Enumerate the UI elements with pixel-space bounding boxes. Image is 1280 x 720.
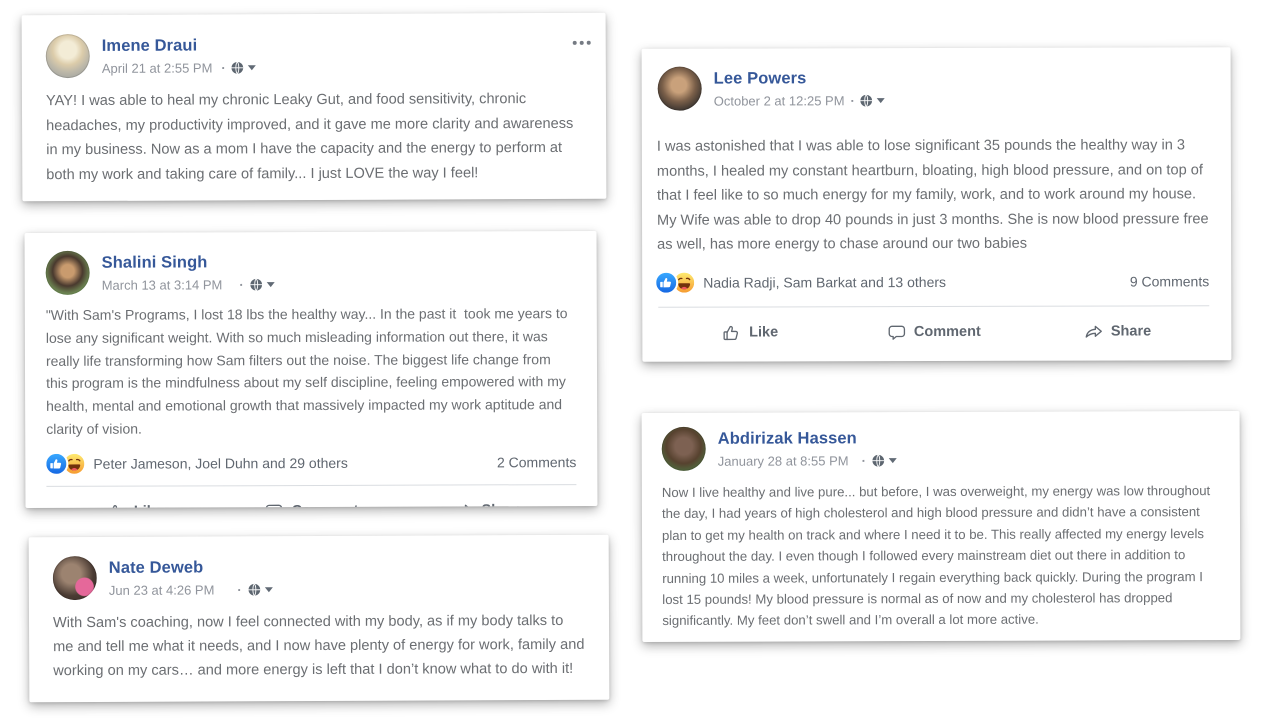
post-options-button[interactable]	[567, 35, 597, 51]
globe-icon	[249, 277, 263, 291]
comment-label: Comment	[292, 503, 359, 508]
share-button[interactable]: Share	[400, 491, 577, 508]
comment-bubble-icon	[887, 323, 906, 342]
share-arrow-icon	[1084, 323, 1103, 342]
avatar[interactable]	[45, 33, 90, 79]
facebook-post-shalini-singh: Shalini Singh March 13 at 3:14 PM · "Wit…	[24, 231, 598, 508]
globe-icon	[230, 61, 244, 74]
ellipsis-icon	[572, 40, 577, 45]
author-name[interactable]: Shalini Singh	[101, 253, 208, 272]
reaction-summary-row: Peter Jameson, Joel Duhn and 29 others 2…	[46, 452, 576, 474]
comment-count[interactable]: 2 Comments	[496, 453, 577, 471]
haha-reaction-icon	[64, 453, 85, 474]
author-name[interactable]: Abdirizak Hassen	[717, 429, 857, 448]
comment-button[interactable]: Comment	[842, 313, 1026, 352]
comment-label: Comment	[913, 324, 981, 341]
like-reaction-icon	[46, 453, 67, 474]
post-header: Imene Draui April 21 at 2:55 PM ·	[45, 32, 582, 79]
post-body: With Sam's coaching, now I feel connecte…	[52, 612, 589, 680]
reaction-summary[interactable]: Nadia Radji, Sam Barkat and 13 others	[703, 273, 947, 291]
comment-button[interactable]: Comment	[223, 491, 400, 508]
facebook-post-imene-draui: Imene Draui April 21 at 2:55 PM · YAY! I…	[21, 12, 607, 202]
author-name[interactable]: Imene Draui	[101, 36, 198, 55]
post-header: Lee Powers October 2 at 12:25 PM ·	[657, 65, 1209, 111]
post-body: "With Sam's Programs, I lost 18 lbs the …	[45, 305, 572, 437]
post-body: YAY! I was able to heal my chronic Leaky…	[45, 91, 578, 183]
reaction-summary[interactable]: Peter Jameson, Joel Duhn and 29 others	[93, 454, 348, 472]
like-label: Like	[749, 324, 779, 341]
avatar[interactable]	[661, 426, 706, 471]
share-label: Share	[1110, 323, 1152, 341]
like-button[interactable]: Like	[46, 492, 223, 508]
chevron-down-icon	[876, 98, 885, 104]
share-button[interactable]: Share	[1026, 312, 1210, 351]
avatar[interactable]	[52, 555, 97, 601]
post-body: Now I live healthy and live pure... but …	[661, 483, 1214, 629]
meta-separator: ·	[850, 92, 855, 108]
share-arrow-icon	[454, 501, 473, 508]
like-reaction-icon	[656, 272, 677, 293]
post-timestamp[interactable]: March 13 at 3:14 PM	[101, 276, 223, 293]
chevron-down-icon	[888, 458, 897, 464]
post-timestamp[interactable]: October 2 at 12:25 PM	[713, 92, 845, 109]
author-name[interactable]: Lee Powers	[713, 69, 807, 88]
post-header: Shalini Singh March 13 at 3:14 PM ·	[45, 249, 576, 295]
facebook-post-lee-powers: Lee Powers October 2 at 12:25 PM · I was…	[641, 47, 1232, 362]
ellipsis-icon	[586, 40, 591, 45]
ellipsis-icon	[579, 40, 584, 45]
like-label: Like	[134, 504, 163, 508]
globe-icon	[872, 454, 885, 467]
comment-bubble-icon	[265, 502, 284, 508]
post-header: Abdirizak Hassen January 28 at 8:55 PM ·	[661, 425, 1220, 471]
thumbs-up-icon	[722, 323, 741, 342]
meta-separator: ·	[239, 276, 244, 292]
action-bar: Like Comment Share	[658, 306, 1209, 352]
meta-separator: ·	[221, 60, 226, 76]
author-name[interactable]: Nate Deweb	[108, 558, 204, 577]
reaction-summary-row: Nadia Radji, Sam Barkat and 13 others 9 …	[656, 271, 1210, 293]
post-timestamp[interactable]: April 21 at 2:55 PM	[101, 60, 213, 76]
facebook-post-abdirizak-hassen: Abdirizak Hassen January 28 at 8:55 PM ·…	[641, 410, 1241, 643]
post-body: I was astonished that I was able to lose…	[656, 137, 1213, 254]
action-bar: Like Comment Share	[46, 485, 576, 508]
like-button[interactable]: Like	[658, 313, 842, 352]
meta-separator: ·	[237, 581, 242, 597]
avatar[interactable]	[45, 250, 90, 295]
share-label: Share	[481, 503, 521, 508]
avatar[interactable]	[657, 66, 702, 111]
post-timestamp[interactable]: January 28 at 8:55 PM	[717, 452, 849, 469]
post-timestamp[interactable]: Jun 23 at 4:26 PM	[108, 582, 215, 598]
meta-separator: ·	[861, 452, 866, 468]
globe-icon	[860, 93, 873, 107]
facebook-post-nate-deweb: Nate Deweb Jun 23 at 4:26 PM · With Sam'…	[28, 534, 610, 703]
globe-icon	[247, 583, 261, 596]
chevron-down-icon	[264, 587, 273, 593]
thumbs-up-icon	[107, 502, 126, 508]
haha-reaction-icon	[674, 272, 695, 293]
chevron-down-icon	[247, 65, 256, 71]
chevron-down-icon	[266, 282, 275, 288]
comment-count[interactable]: 9 Comments	[1129, 273, 1210, 290]
post-header: Nate Deweb Jun 23 at 4:26 PM ·	[52, 554, 585, 601]
